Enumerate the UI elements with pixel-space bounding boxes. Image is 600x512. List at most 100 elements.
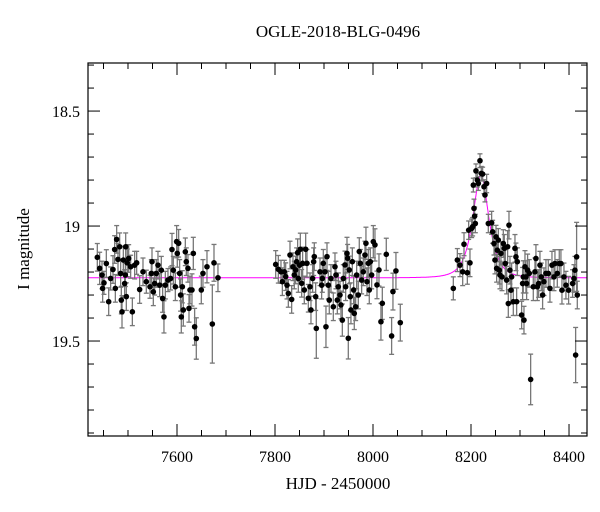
data-point — [508, 274, 515, 280]
data-point — [101, 280, 107, 286]
data-point — [308, 307, 314, 313]
data-point — [475, 180, 482, 187]
data-point — [172, 283, 179, 290]
data-point — [457, 262, 463, 268]
x-axis-label: HJD - 2450000 — [285, 474, 391, 493]
data-point — [332, 263, 338, 270]
data-point — [118, 297, 125, 303]
data-point — [96, 265, 103, 272]
data-point — [513, 298, 520, 305]
data-point — [140, 269, 146, 275]
data-point — [182, 248, 189, 255]
data-point — [158, 267, 165, 273]
data-point — [120, 257, 127, 263]
data-point — [496, 267, 503, 273]
data-point — [563, 282, 569, 288]
data-point — [342, 283, 349, 290]
data-point — [353, 272, 360, 278]
data-point — [318, 282, 325, 288]
data-point — [523, 280, 530, 287]
data-point — [313, 325, 320, 332]
data-point — [538, 274, 545, 280]
data-point — [335, 283, 342, 290]
data-point — [153, 270, 160, 277]
data-point — [471, 205, 477, 212]
data-point — [148, 270, 155, 277]
data-point — [333, 272, 339, 278]
data-point — [211, 260, 217, 266]
data-point — [473, 168, 479, 174]
data-point — [363, 240, 369, 247]
data-point — [355, 292, 362, 298]
data-point — [155, 262, 161, 268]
data-point — [292, 267, 299, 273]
data-point — [459, 269, 466, 275]
data-point — [552, 260, 558, 267]
data-point — [571, 275, 577, 282]
data-point — [175, 240, 182, 247]
data-point — [349, 258, 356, 265]
data-point — [565, 287, 572, 294]
data-point — [116, 243, 123, 250]
data-point — [346, 267, 353, 273]
data-point — [94, 254, 101, 261]
data-point — [322, 269, 328, 275]
data-point — [186, 305, 192, 312]
data-point — [572, 267, 578, 273]
data-point — [344, 250, 350, 257]
data-point — [337, 292, 343, 298]
data-point — [498, 250, 504, 257]
data-point — [320, 260, 327, 267]
data-points-layer — [94, 157, 581, 383]
data-point — [547, 285, 553, 292]
data-point — [461, 241, 467, 248]
data-point — [99, 285, 106, 292]
data-point — [491, 240, 497, 247]
data-point — [388, 333, 395, 339]
data-point — [302, 246, 309, 253]
data-point — [183, 258, 190, 265]
data-point — [358, 277, 365, 283]
data-point — [111, 246, 118, 253]
data-point — [504, 243, 511, 250]
data-point — [204, 263, 210, 270]
data-point — [360, 269, 367, 275]
data-point — [317, 269, 323, 275]
data-point — [312, 293, 319, 300]
y-tick-label: 19 — [64, 219, 80, 236]
data-point — [551, 274, 557, 280]
data-point — [513, 254, 519, 260]
data-point — [282, 273, 289, 280]
data-point — [136, 286, 143, 293]
data-point — [288, 296, 295, 303]
data-point — [454, 257, 461, 263]
data-point — [319, 275, 326, 282]
data-point — [178, 314, 185, 320]
data-point — [170, 267, 177, 273]
data-point — [348, 307, 354, 313]
data-point — [295, 275, 302, 282]
x-tick-label: 8400 — [553, 449, 585, 466]
data-point — [368, 272, 375, 278]
data-point — [133, 260, 140, 266]
data-point — [554, 270, 561, 277]
data-point — [483, 180, 490, 187]
data-point — [121, 280, 128, 287]
data-point — [147, 283, 153, 290]
axes-layer: 7600 7800 8000 8200 8400 18.5 19 19.5 — [52, 62, 588, 466]
data-point — [390, 288, 396, 295]
data-point — [372, 242, 378, 248]
data-point — [285, 290, 292, 297]
data-point — [185, 265, 191, 272]
data-point — [374, 282, 380, 288]
data-point — [393, 268, 399, 274]
data-point — [297, 246, 304, 253]
data-point — [507, 267, 513, 273]
data-point — [489, 228, 496, 235]
data-point — [482, 192, 488, 198]
data-point — [350, 287, 357, 293]
data-point — [364, 278, 370, 285]
data-point — [124, 260, 131, 266]
x-tick-label: 7800 — [259, 449, 291, 466]
data-point — [383, 251, 390, 258]
